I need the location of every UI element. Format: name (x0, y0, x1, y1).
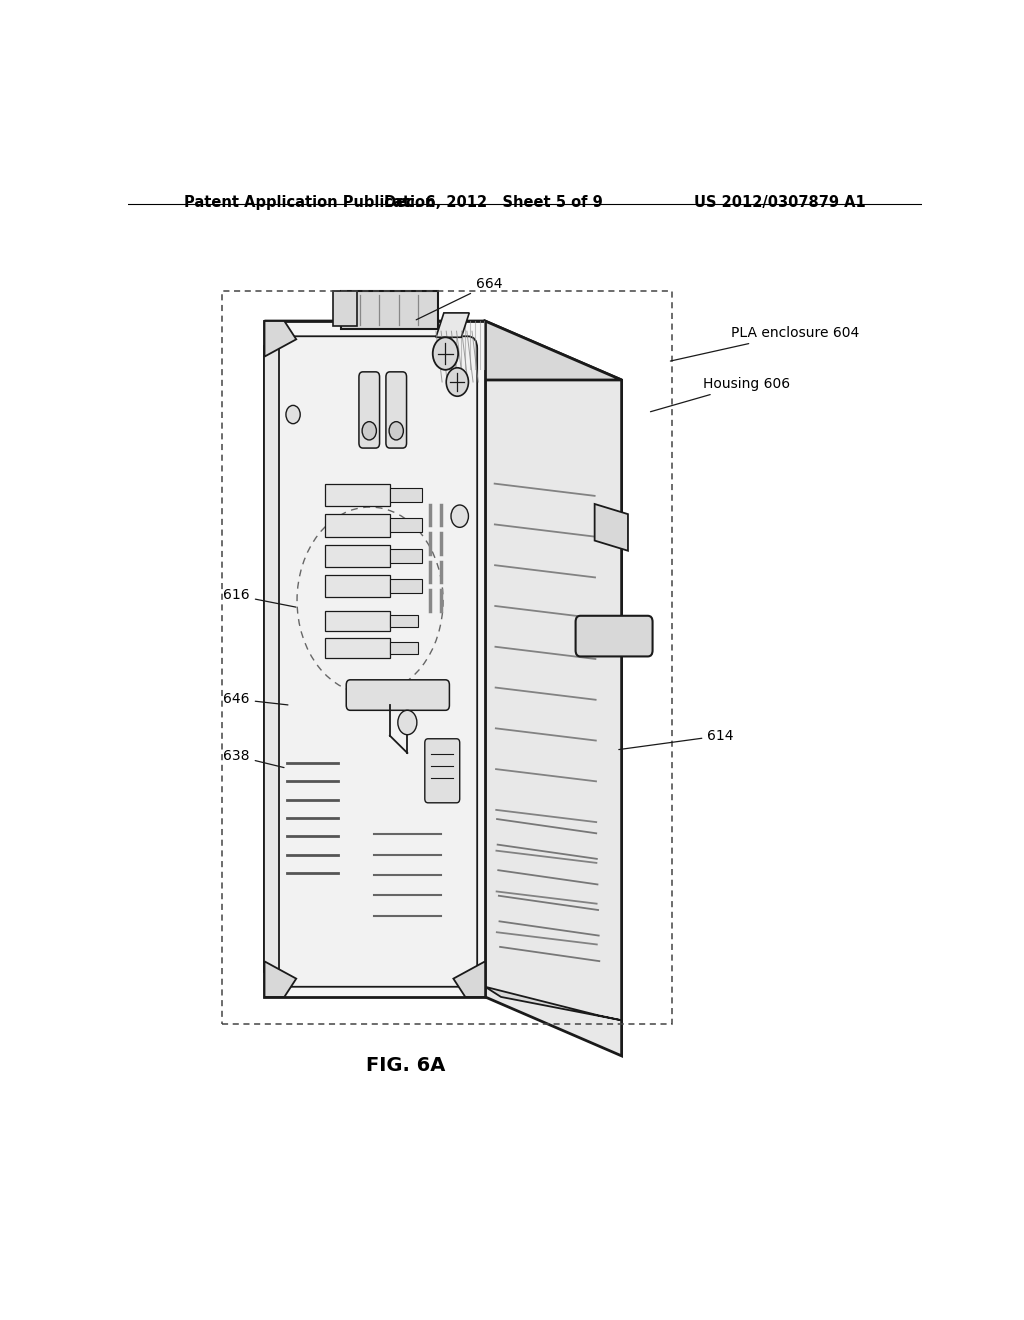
Circle shape (397, 710, 417, 735)
Polygon shape (264, 321, 296, 356)
Polygon shape (390, 519, 422, 532)
Polygon shape (264, 346, 279, 972)
Circle shape (433, 338, 458, 370)
Polygon shape (333, 290, 356, 326)
Polygon shape (341, 290, 437, 329)
Polygon shape (390, 579, 422, 594)
Polygon shape (390, 615, 418, 627)
Polygon shape (325, 483, 390, 506)
Polygon shape (325, 638, 390, 659)
FancyBboxPatch shape (359, 372, 380, 447)
Text: 664: 664 (416, 277, 503, 319)
Polygon shape (454, 961, 485, 997)
Polygon shape (390, 549, 422, 562)
Circle shape (286, 405, 300, 424)
Polygon shape (485, 987, 622, 1020)
Text: Housing 606: Housing 606 (650, 378, 791, 412)
Polygon shape (390, 487, 422, 502)
Polygon shape (325, 576, 390, 598)
Text: PLA enclosure 604: PLA enclosure 604 (671, 326, 859, 362)
Text: 616: 616 (223, 589, 296, 607)
Text: 646: 646 (223, 692, 288, 706)
Polygon shape (325, 545, 390, 568)
Polygon shape (390, 643, 418, 655)
Polygon shape (436, 313, 469, 338)
Polygon shape (325, 515, 390, 536)
Circle shape (446, 368, 468, 396)
Text: Dec. 6, 2012   Sheet 5 of 9: Dec. 6, 2012 Sheet 5 of 9 (384, 195, 602, 210)
Text: 614: 614 (618, 729, 734, 750)
Polygon shape (325, 611, 390, 631)
Polygon shape (264, 321, 622, 380)
FancyBboxPatch shape (425, 739, 460, 803)
Bar (221, 290, 672, 1024)
Circle shape (451, 506, 468, 528)
FancyBboxPatch shape (272, 337, 477, 987)
FancyBboxPatch shape (575, 615, 652, 656)
Polygon shape (264, 321, 485, 997)
Circle shape (362, 421, 377, 440)
Polygon shape (595, 504, 628, 550)
Text: 638: 638 (223, 748, 284, 768)
Text: FIG. 6A: FIG. 6A (366, 1056, 445, 1076)
FancyBboxPatch shape (346, 680, 450, 710)
Polygon shape (485, 321, 622, 1056)
Text: US 2012/0307879 A1: US 2012/0307879 A1 (694, 195, 866, 210)
Circle shape (389, 421, 403, 440)
Polygon shape (264, 961, 296, 997)
Text: Patent Application Publication: Patent Application Publication (183, 195, 435, 210)
FancyBboxPatch shape (386, 372, 407, 447)
